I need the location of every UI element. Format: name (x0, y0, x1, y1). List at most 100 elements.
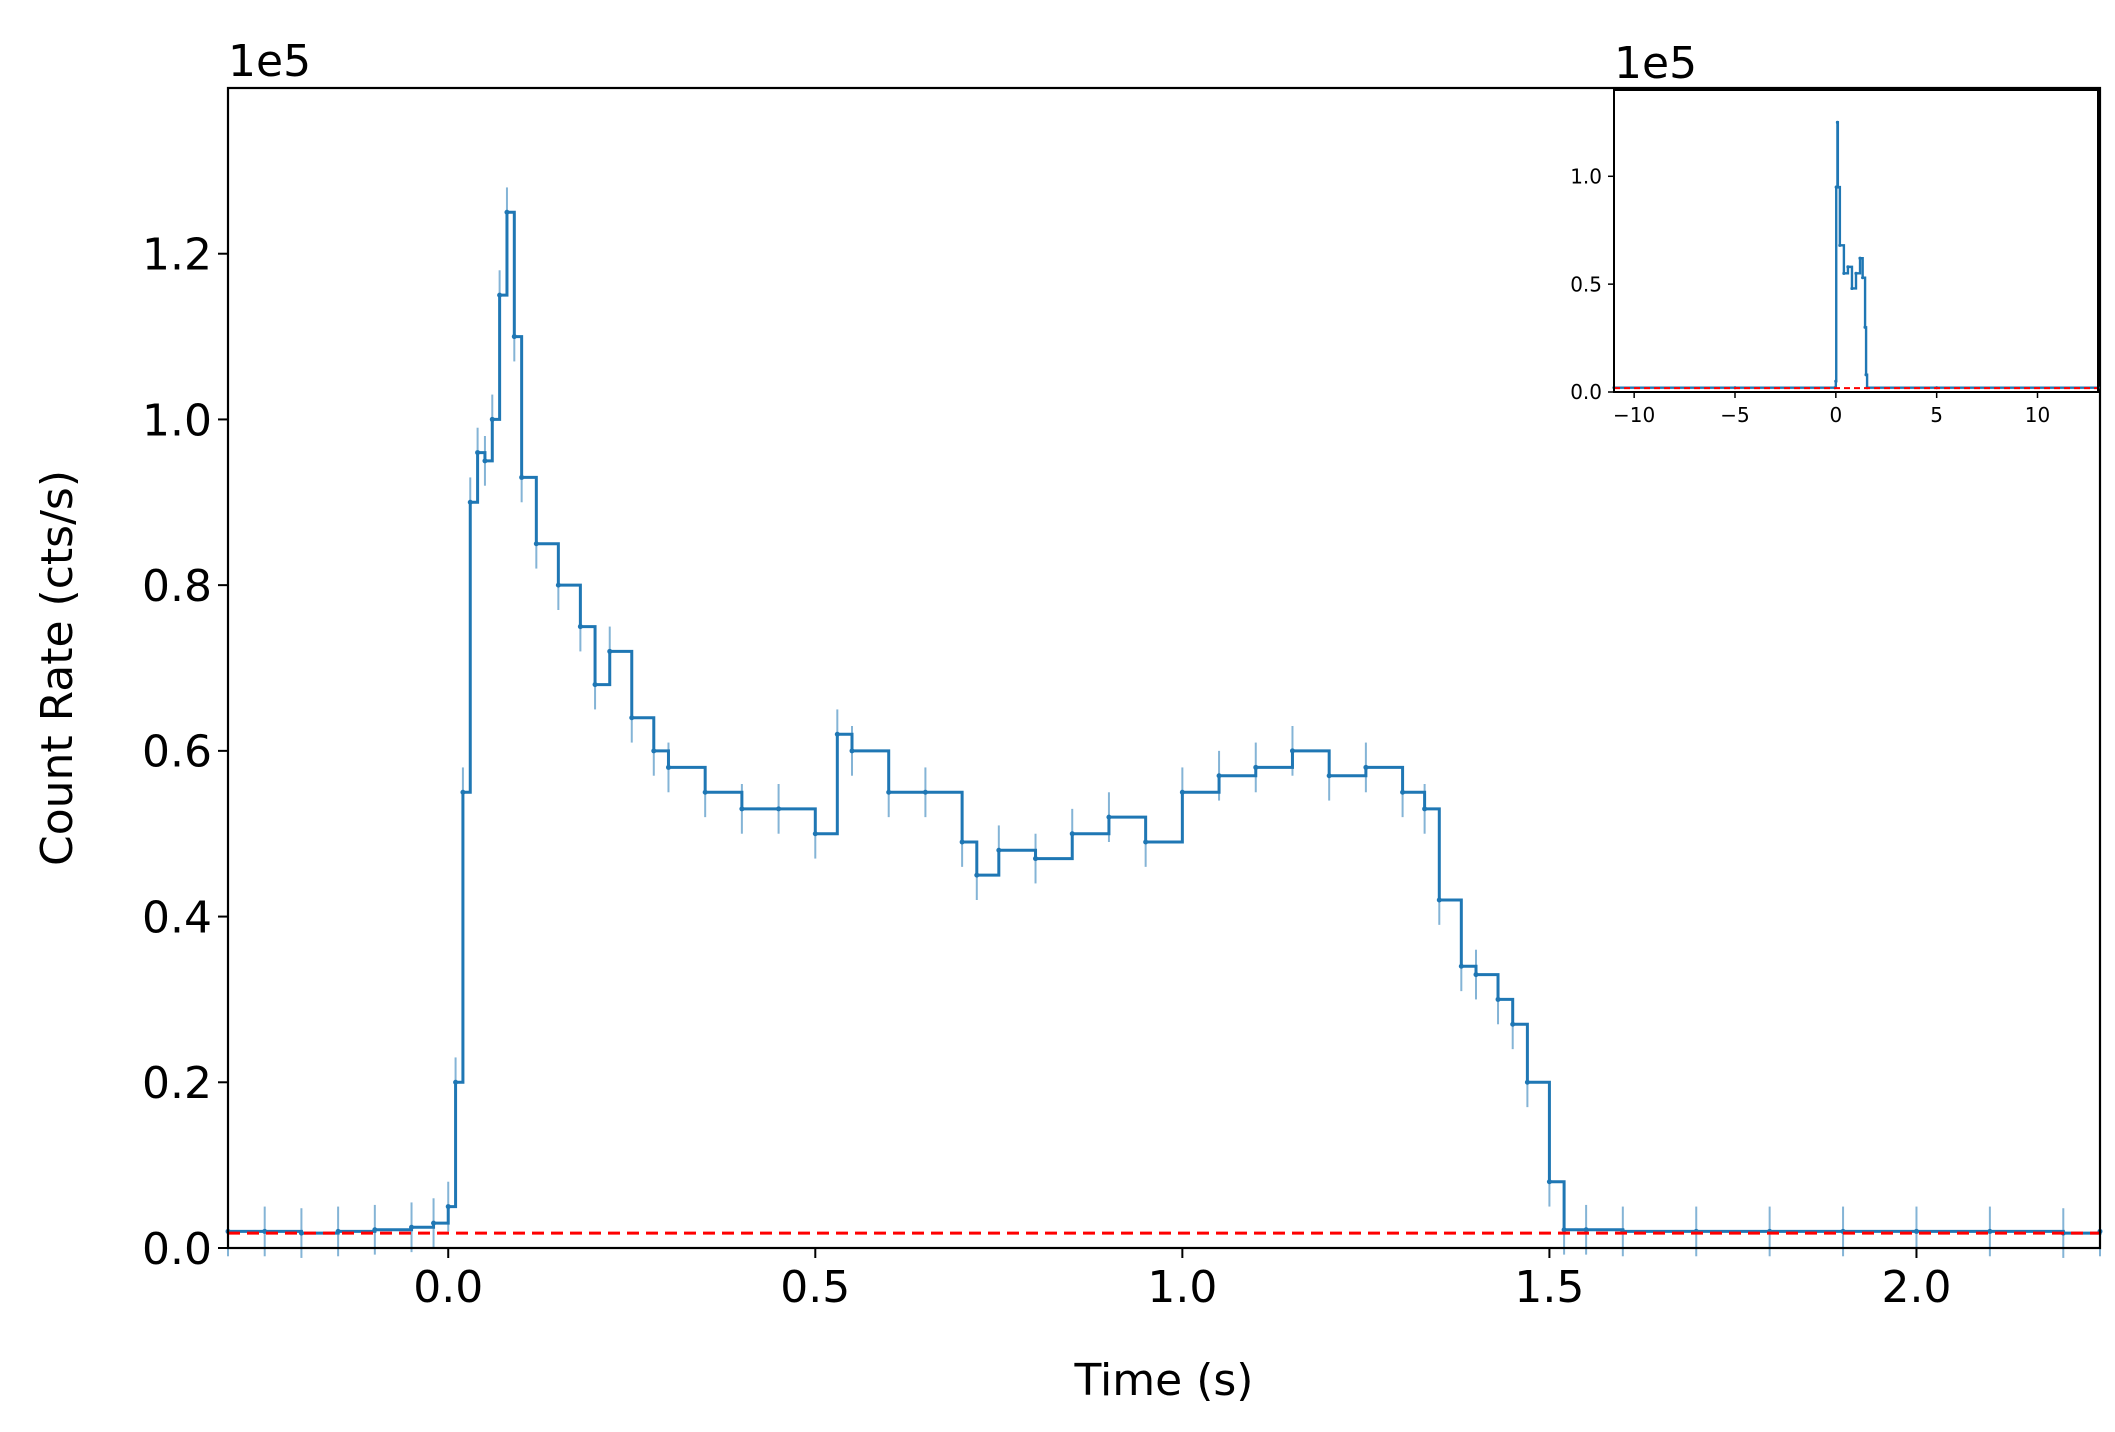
main-data-point (1216, 773, 1222, 779)
main-data-point (519, 474, 525, 480)
main-data-point (1400, 789, 1406, 795)
main-data-point (335, 1228, 341, 1234)
inset-data-point (1864, 373, 1868, 377)
main-data-point (1546, 1179, 1552, 1185)
main-data-point (592, 682, 598, 688)
main-data-point (1143, 839, 1149, 845)
main-data-point (996, 847, 1002, 853)
main-data-point (702, 789, 708, 795)
main-data-point (511, 334, 517, 340)
main-data-point (372, 1227, 378, 1233)
main-data-point (1473, 972, 1479, 978)
main-y-tick-label: 0.2 (142, 1058, 212, 1109)
inset-x-tick-label: 5 (1930, 403, 1943, 427)
main-data-point (555, 582, 561, 588)
main-data-point (1422, 806, 1428, 812)
main-data-point (1495, 996, 1501, 1002)
main-data-point (959, 839, 965, 845)
inset-x-tick-label: −5 (1720, 403, 1749, 427)
inset-x-tick-label: 0 (1829, 403, 1842, 427)
main-data-point (298, 1230, 304, 1236)
main-data-point (577, 624, 583, 630)
inset-data-point (1850, 286, 1854, 291)
main-x-tick-label: 1.5 (1514, 1262, 1584, 1313)
main-data-point (409, 1224, 415, 1230)
main-data-point (1069, 831, 1075, 837)
main-chart-panel: 0.0 0.5 1.0 1.5 2.0 0.0 0.2 0.4 0.6 0.8 1.0 1.2 1e… (32, 36, 2103, 1406)
main-data-point (886, 789, 892, 795)
inset-y-ticks: 0.0 0.5 1.0 (1570, 164, 1614, 404)
main-x-tick-label: 0.0 (413, 1262, 483, 1313)
main-data-point (453, 1079, 459, 1085)
main-y-tick-label: 1.2 (142, 230, 212, 281)
main-data-point (629, 715, 635, 721)
main-data-point (460, 789, 466, 795)
main-data-point (665, 764, 671, 770)
main-x-tick-label: 0.5 (780, 1262, 850, 1313)
main-data-point (1289, 748, 1295, 754)
main-data-point (1458, 963, 1464, 969)
main-data-point (489, 416, 495, 422)
main-x-tick-label: 1.0 (1147, 1262, 1217, 1313)
main-plot-area (225, 187, 2103, 1258)
main-x-axis-label: Time (s) (1074, 1355, 1254, 1406)
inset-chart-panel: −10 −5 0 5 10 0.0 0.5 1.0 1e5 (1570, 38, 2100, 427)
main-data-point (1106, 814, 1112, 820)
main-y-tick-label: 0.0 (142, 1224, 212, 1275)
main-data-point (497, 292, 503, 298)
main-data-point (475, 450, 481, 456)
main-data-point (922, 789, 928, 795)
inset-data-point (1834, 379, 1838, 383)
main-data-point (1913, 1228, 1919, 1234)
main-data-point (1179, 789, 1185, 795)
inset-background (1614, 90, 2098, 392)
main-y-axis-label: Count Rate (cts/s) (32, 470, 83, 866)
inset-plot-frame (1613, 89, 2099, 393)
main-offset-label: 1e5 (228, 36, 311, 87)
main-data-point (431, 1220, 437, 1226)
main-data-point (1561, 1227, 1567, 1233)
main-y-ticks: 0.0 0.2 0.4 0.6 0.8 1.0 1.2 (142, 230, 228, 1275)
main-data-point (1583, 1227, 1589, 1233)
main-y-tick-label: 1.0 (142, 395, 212, 446)
inset-data-point (1854, 271, 1858, 275)
main-data-point (467, 499, 473, 505)
inset-y-tick-label: 1.0 (1570, 164, 1602, 188)
inset-x-tick-label: −10 (1613, 403, 1655, 427)
inset-data-point (1863, 325, 1867, 329)
main-data-point (504, 209, 510, 215)
main-light-curve (228, 210, 2102, 1235)
main-data-point (607, 648, 613, 654)
main-y-tick-label: 0.4 (142, 892, 212, 943)
main-data-point (1253, 764, 1259, 770)
main-data-point (445, 1204, 451, 1210)
inset-data-point (1836, 185, 1840, 189)
main-data-point (1436, 897, 1442, 903)
inset-data-point (1846, 265, 1850, 269)
inset-x-tick-label: 10 (2025, 403, 2050, 427)
main-data-point (1363, 764, 1369, 770)
main-y-tick-label: 0.8 (142, 561, 212, 612)
main-y-tick-label: 0.6 (142, 727, 212, 778)
inset-data-point (1861, 276, 1865, 280)
inset-data-point (1835, 120, 1840, 124)
main-data-point (834, 731, 840, 737)
main-data-point (1033, 856, 1039, 862)
main-data-point (482, 458, 488, 464)
main-data-point (1510, 1021, 1516, 1027)
main-data-point (651, 748, 657, 754)
main-data-point (533, 541, 539, 547)
main-data-point (974, 872, 980, 878)
main-plot-frame (226, 86, 2102, 1250)
inset-data-point (1842, 271, 1846, 275)
inset-offset-label: 1e5 (1614, 38, 1697, 89)
inset-y-tick-label: 0.0 (1570, 380, 1602, 404)
inset-data-point (1838, 243, 1842, 247)
main-x-tick-label: 2.0 (1881, 1262, 1951, 1313)
inset-data-point (1858, 256, 1862, 260)
main-data-point (1326, 773, 1332, 779)
main-data-point (849, 748, 855, 754)
main-data-point (1524, 1079, 1530, 1085)
inset-x-ticks: −10 −5 0 5 10 (1613, 392, 2050, 427)
